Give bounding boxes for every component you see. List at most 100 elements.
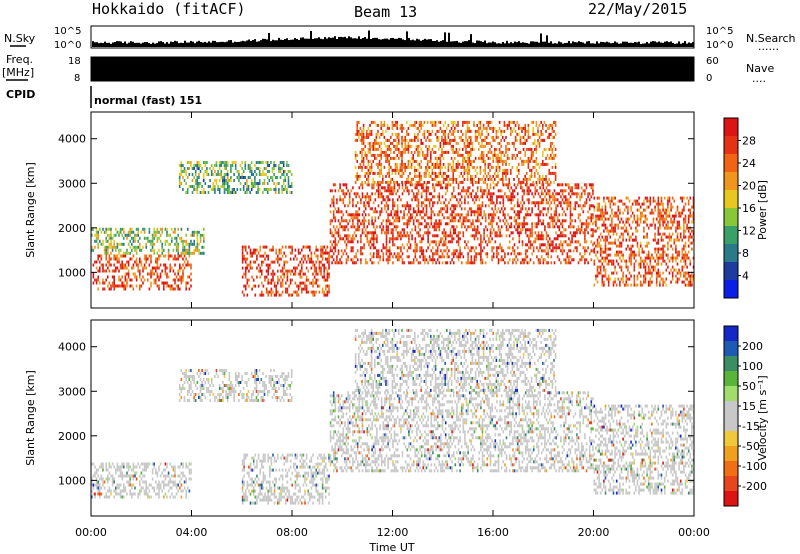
scatter-cell [361, 180, 363, 184]
scatter-cell [611, 262, 613, 266]
scatter-cell [551, 141, 554, 145]
scatter-cell [118, 257, 120, 261]
noise-bar [134, 42, 136, 47]
scatter-cell [473, 210, 476, 214]
scatter-cell [139, 272, 141, 276]
scatter-cell [422, 237, 425, 241]
scatter-cell [390, 147, 392, 151]
scatter-cell [364, 150, 366, 154]
scatter-cell [428, 138, 430, 142]
scatter-cell [492, 219, 495, 223]
noise-bar [310, 30, 312, 47]
scatter-cell [374, 231, 377, 235]
scatter-cell [622, 202, 624, 206]
scatter-cell [482, 156, 485, 160]
scatter-cell [534, 225, 537, 229]
scatter-cell [422, 189, 425, 193]
scatter-cell [471, 159, 474, 163]
scatter-cell [119, 248, 122, 252]
scatter-cell [195, 245, 197, 249]
scatter-cell [595, 277, 597, 281]
scatter-cell [472, 261, 474, 265]
noise-bar [530, 41, 532, 47]
scatter-cell [561, 225, 564, 229]
scatter-cell [556, 216, 559, 220]
scatter-cell [504, 222, 506, 226]
scatter-cell [249, 164, 251, 167]
scatter-cell [452, 237, 455, 241]
noise-bar [200, 41, 202, 47]
scatter-cell [582, 246, 585, 250]
noise-bar [292, 39, 294, 47]
scatter-cell [504, 207, 506, 211]
scatter-cell [199, 233, 202, 237]
scatter-cell [528, 234, 530, 238]
scatter-cell [247, 188, 250, 191]
scatter-cell [530, 156, 533, 160]
scatter-cell [479, 177, 482, 181]
scatter-cell [449, 234, 452, 238]
scatter-cell [273, 164, 275, 167]
scatter-cell [364, 228, 367, 232]
scatter-cell [524, 138, 526, 142]
noise-bar [262, 38, 264, 47]
scatter-cell [180, 266, 183, 270]
scatter-cell [619, 265, 621, 269]
scatter-cell [425, 189, 428, 193]
scatter-cell [115, 284, 117, 288]
scatter-cell [339, 186, 341, 190]
scatter-cell [414, 120, 416, 124]
scatter-cell [336, 225, 338, 229]
scatter-cell [243, 272, 245, 276]
noise-bar [414, 40, 416, 47]
scatter-cell [367, 168, 370, 172]
scatter-cell [426, 150, 429, 154]
scatter-cell [458, 162, 461, 166]
scatter-cell [164, 239, 167, 243]
scatter-cell [394, 132, 397, 136]
noise-bar [458, 42, 460, 47]
scatter-cell [630, 208, 632, 212]
scatter-cell [412, 210, 415, 214]
scatter-cell [530, 168, 533, 172]
scatter-cell [145, 254, 147, 258]
noise-bar [464, 41, 466, 47]
scatter-cell [345, 252, 348, 256]
scatter-cell [633, 262, 636, 266]
scatter-cell [424, 225, 426, 229]
scatter-cell [119, 266, 122, 270]
scatter-cell [121, 266, 123, 270]
scatter-cell [496, 198, 498, 202]
scatter-cell [393, 189, 396, 193]
scatter-cell [617, 199, 620, 203]
scatter-cell [379, 195, 381, 199]
noise-bar [652, 41, 654, 47]
scatter-cell [572, 207, 575, 211]
scatter-cell [194, 179, 197, 182]
scatter-cell [623, 229, 626, 233]
scatter-cell [524, 132, 526, 136]
scatter-cell [604, 256, 607, 260]
scatter-cell [479, 153, 482, 157]
scatter-cell [468, 156, 470, 160]
scatter-cell [513, 219, 516, 223]
scatter-cell [497, 225, 500, 229]
scatter-cell [163, 281, 165, 285]
scatter-cell [113, 263, 115, 267]
scatter-cell [544, 249, 546, 253]
scatter-cell [475, 234, 477, 238]
scatter-cell [284, 188, 287, 191]
noise-bar [214, 40, 216, 47]
scatter-cell [615, 211, 618, 215]
scatter-cell [148, 287, 151, 291]
scatter-cell [134, 272, 136, 276]
scatter-cell [355, 204, 357, 208]
scatter-cell [452, 204, 455, 208]
scatter-cell [368, 243, 370, 247]
scatter-cell [435, 222, 437, 226]
scatter-cell [502, 210, 505, 214]
noise-bar [678, 41, 680, 47]
scatter-cell [325, 287, 327, 291]
scatter-cell [398, 156, 400, 160]
scatter-cell [548, 204, 551, 208]
